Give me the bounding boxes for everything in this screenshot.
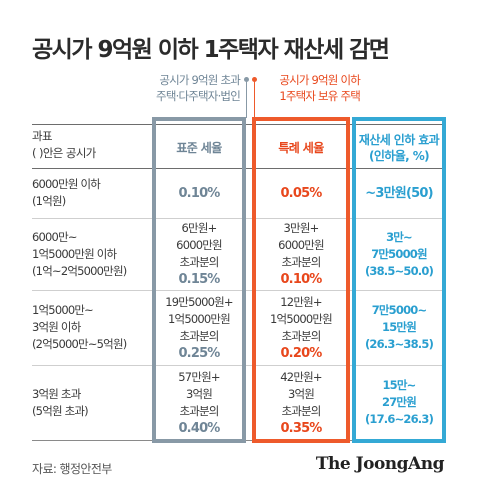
effect-cell-row-1: ~3만원(50) bbox=[356, 185, 442, 202]
table-top-rule bbox=[32, 124, 442, 125]
standard-cell-row-2-line-2: 6000만원 bbox=[176, 238, 222, 252]
effect-cell-row-2-line-2: 7만5000원 bbox=[371, 247, 427, 261]
special-cell-row-2-line-2: 6000만원 bbox=[278, 238, 324, 252]
row-label-2-line-2: 1억5000만원 이하 bbox=[32, 247, 117, 261]
special-cell-row-1-line-1: 0.05% bbox=[280, 186, 322, 201]
tax-effect-column-frame bbox=[352, 117, 446, 443]
effect-cell-row-3: 7만5000~ 15만원 (26.3~38.5) bbox=[356, 302, 442, 353]
row-label-1-line-1: 6000만원 이하 bbox=[32, 177, 101, 191]
table-header-rule bbox=[32, 168, 442, 169]
special-connector-dot bbox=[252, 77, 257, 82]
row-divider-2 bbox=[32, 290, 442, 291]
general-connector-dot bbox=[244, 77, 249, 82]
column-header-special-line-1: 특례 세율 bbox=[278, 141, 324, 155]
special-cell-row-2-line-1: 3만원+ bbox=[283, 221, 320, 235]
row-label-2: 6000만~ 1억5000만원 이하 (1억~2억5000만원) bbox=[32, 229, 154, 280]
effect-cell-row-2: 3만~ 7만5000원 (38.5~50.0) bbox=[356, 229, 442, 280]
standard-cell-row-1: 0.10% bbox=[156, 185, 242, 202]
row-label-4: 3억원 초과 (5억원 초과) bbox=[32, 386, 154, 420]
standard-cell-row-2-line-1: 6만원+ bbox=[181, 221, 218, 235]
row-label-4-line-2: (5억원 초과) bbox=[32, 404, 89, 418]
standard-cell-row-3-line-3: 초과분의 bbox=[179, 329, 219, 343]
standard-cell-row-2-line-4: 0.15% bbox=[178, 272, 220, 287]
row-label-2-line-3: (1억~2억5000만원) bbox=[32, 264, 127, 278]
standard-cell-row-4-line-3: 초과분의 bbox=[179, 404, 219, 418]
standard-cell-row-1-line-1: 0.10% bbox=[178, 186, 220, 201]
row-label-2-line-1: 6000만~ bbox=[32, 230, 77, 244]
row-label-3-line-1: 1억5000만~ bbox=[32, 303, 94, 317]
column-header-standard: 표준 세율 bbox=[152, 140, 246, 156]
special-cell-row-4-line-1: 42만원+ bbox=[280, 370, 322, 384]
row-label-3-line-2: 3억원 이하 bbox=[32, 320, 81, 334]
row-divider-3 bbox=[32, 365, 442, 366]
column-header-effect-line-1: 재산세 인하 효과 bbox=[358, 133, 440, 147]
general-column-caption: 공시가 9억원 초과 주택·다주택자·법인 bbox=[112, 72, 241, 104]
effect-cell-row-4-line-2: 27만원 bbox=[382, 395, 417, 409]
general-connector-line bbox=[246, 80, 247, 118]
special-cell-row-4-line-4: 0.35% bbox=[280, 421, 322, 436]
column-header-standard-line-1: 표준 세율 bbox=[176, 141, 222, 155]
row-label-1-line-2: (1억원) bbox=[32, 194, 66, 208]
effect-cell-row-4-line-3: (17.6~26.3) bbox=[364, 412, 434, 426]
effect-cell-row-3-line-3: (26.3~38.5) bbox=[364, 337, 434, 351]
row-divider-1 bbox=[32, 218, 442, 219]
column-header-special: 특례 세율 bbox=[252, 140, 350, 156]
standard-cell-row-4-line-2: 3억원 bbox=[185, 387, 213, 401]
standard-cell-row-3-line-2: 1억5000만원 bbox=[168, 312, 231, 326]
effect-cell-row-3-line-1: 7만5000~ bbox=[371, 303, 427, 317]
special-caption-line-2: 1주택자 보유 주택 bbox=[279, 89, 360, 103]
row-header-line-2: ( )안은 공시가 bbox=[32, 146, 96, 160]
special-cell-row-3-line-2: 1억5000만원 bbox=[270, 312, 333, 326]
special-rate-column-frame bbox=[252, 117, 350, 443]
effect-cell-row-2-line-1: 3만~ bbox=[386, 230, 413, 244]
special-connector-line bbox=[254, 80, 255, 118]
special-column-caption: 공시가 9억원 이하 1주택자 보유 주택 bbox=[246, 72, 360, 104]
row-header: 과표 ( )안은 공시가 bbox=[32, 128, 96, 162]
general-caption-line-1: 공시가 9억원 초과 bbox=[159, 73, 240, 87]
page-title: 공시가 9억원 이하 1주택자 재산세 감면 bbox=[32, 37, 390, 63]
special-cell-row-4-line-2: 3억원 bbox=[287, 387, 315, 401]
special-caption-line-1: 공시가 9억원 이하 bbox=[279, 73, 360, 87]
standard-cell-row-3-line-4: 0.25% bbox=[178, 346, 220, 361]
effect-cell-row-4: 15만~ 27만원 (17.6~26.3) bbox=[356, 377, 442, 428]
row-header-line-1: 과표 bbox=[32, 129, 53, 143]
effect-cell-row-4-line-1: 15만~ bbox=[382, 378, 416, 392]
special-cell-row-3-line-3: 초과분의 bbox=[281, 329, 321, 343]
effect-cell-row-1-line-1: ~3만원(50) bbox=[365, 186, 433, 201]
effect-cell-row-2-line-3: (38.5~50.0) bbox=[364, 264, 434, 278]
row-label-3: 1억5000만~ 3억원 이하 (2억5000만~5억원) bbox=[32, 302, 154, 353]
special-cell-row-3-line-4: 0.20% bbox=[280, 346, 322, 361]
effect-cell-row-3-line-2: 15만원 bbox=[382, 320, 417, 334]
special-cell-row-2-line-3: 초과분의 bbox=[281, 255, 321, 269]
row-label-4-line-1: 3억원 초과 bbox=[32, 387, 81, 401]
general-caption-line-2: 주택·다주택자·법인 bbox=[156, 89, 241, 103]
row-label-1: 6000만원 이하 (1억원) bbox=[32, 176, 154, 210]
standard-cell-row-2-line-3: 초과분의 bbox=[179, 255, 219, 269]
publisher-logo: The JoongAng bbox=[315, 454, 445, 474]
special-cell-row-1: 0.05% bbox=[256, 185, 346, 202]
row-label-3-line-3: (2억5000만~5억원) bbox=[32, 337, 127, 351]
standard-cell-row-3-line-1: 19만5000원+ bbox=[165, 295, 233, 309]
standard-rate-column-frame bbox=[152, 117, 246, 443]
special-cell-row-4-line-3: 초과분의 bbox=[281, 404, 321, 418]
column-header-effect: 재산세 인하 효과 (인하율, %) bbox=[352, 132, 446, 164]
column-header-effect-line-2: (인하율, %) bbox=[368, 149, 430, 163]
standard-cell-row-4-line-1: 57만원+ bbox=[178, 370, 220, 384]
standard-cell-row-4-line-4: 0.40% bbox=[178, 421, 220, 436]
special-cell-row-2-line-4: 0.10% bbox=[280, 272, 322, 287]
special-cell-row-3-line-1: 12만원+ bbox=[280, 295, 322, 309]
source-note: 자료: 행정안전부 bbox=[32, 462, 112, 476]
